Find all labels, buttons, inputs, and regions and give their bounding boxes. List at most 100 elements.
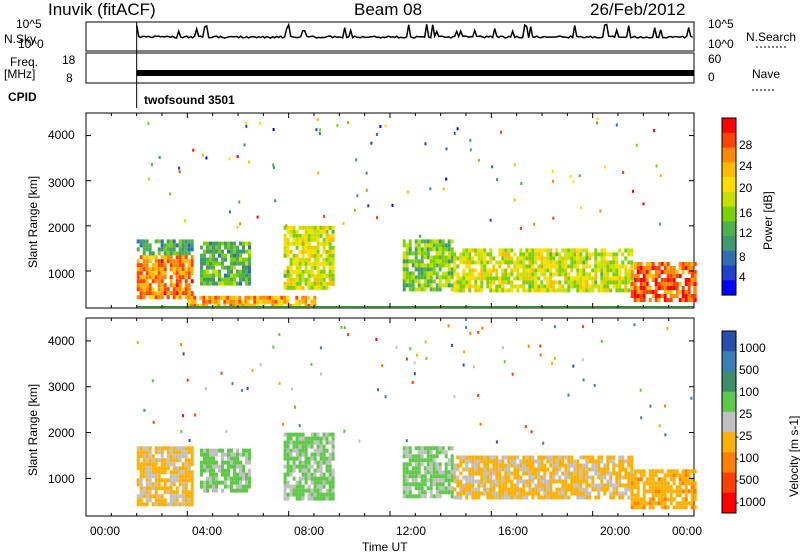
heatmap-cell: [145, 279, 149, 284]
heatmap-cell: [423, 239, 427, 244]
heatmap-cell: [675, 493, 679, 498]
heatmap-cell: [471, 479, 475, 484]
heatmap-cell: [295, 456, 299, 461]
heatmap-cell: [462, 459, 466, 464]
heatmap-cell: [307, 484, 311, 489]
heatmap-cell: [200, 261, 203, 266]
heatmap-cell: [292, 432, 296, 437]
heatmap-cell: [591, 455, 595, 460]
heatmap-cell: [609, 483, 613, 488]
heatmap-cell: [459, 260, 463, 265]
heatmap-cell: [423, 279, 427, 284]
heatmap-cell: [498, 252, 502, 257]
heatmap-cell: [525, 483, 529, 488]
heatmap-cell: [221, 480, 224, 485]
heatmap-cell: [200, 480, 203, 485]
heatmap-cell: [139, 498, 143, 503]
heatmap-cell: [507, 463, 511, 468]
heatmap-cell: [203, 456, 206, 461]
heatmap-cell: [429, 462, 433, 467]
heatmap-cell: [483, 471, 487, 476]
heatmap-cell: [289, 464, 293, 469]
heatmap-cell: [531, 276, 535, 281]
heatmap-cell: [645, 481, 649, 486]
heatmap-cell: [230, 253, 233, 258]
heatmap-cell: [166, 502, 170, 507]
heatmap-cell: [558, 264, 562, 269]
heatmap-cell: [435, 283, 439, 288]
heatmap-cell: [139, 482, 143, 487]
heatmap-cell: [217, 299, 221, 304]
heatmap-cell: [678, 262, 682, 266]
heatmap-cell: [558, 268, 562, 273]
heatmap-cell: [224, 257, 227, 262]
heatmap-cell: [292, 241, 296, 246]
heatmap-cell: [230, 261, 233, 266]
heatmap-cell: [325, 241, 329, 246]
heatmap-cell: [576, 459, 580, 464]
heatmap-cell: [209, 476, 212, 481]
heatmap-cell: [543, 487, 547, 492]
heatmap-cell: [618, 483, 622, 488]
heatmap-cell: [331, 444, 335, 449]
heatmap-cell: [564, 467, 568, 472]
heatmap-cell: [212, 484, 215, 489]
heatmap-cell: [672, 282, 676, 286]
heatmap-cell: [423, 490, 427, 495]
heatmap-cell: [157, 275, 161, 280]
heatmap-cell: [316, 480, 320, 485]
heatmap-cell: [591, 479, 595, 484]
heatmap-cell: [139, 502, 143, 507]
heatmap-cell: [411, 454, 415, 459]
heatmap-cell: [233, 281, 236, 286]
heatmap-cell: [555, 264, 559, 269]
heatmap-cell: [570, 471, 574, 476]
heatmap-cell: [184, 454, 188, 459]
heatmap-cell: [402, 279, 406, 284]
heatmap-cell: [660, 262, 664, 266]
heatmap-cell: [546, 459, 550, 464]
heatmap-speckle: [278, 381, 281, 385]
heatmap-cell: [441, 263, 445, 268]
heatmap-cell: [648, 274, 652, 278]
heatmap-cell: [328, 496, 332, 501]
heatmap-cell: [534, 491, 538, 496]
heatmap-cell: [474, 455, 478, 460]
heatmap-cell: [564, 248, 568, 253]
heatmap-cell: [573, 264, 577, 269]
heatmap-cell: [181, 490, 185, 495]
heatmap-cell: [408, 259, 412, 264]
heatmap-cell: [675, 274, 679, 278]
heatmap-cell: [489, 268, 493, 273]
heatmap-cell: [447, 247, 451, 252]
heatmap-cell: [420, 446, 424, 451]
heatmap-cell: [660, 485, 664, 490]
heatmap-cell: [501, 487, 505, 492]
heatmap-cell: [672, 270, 676, 274]
heatmap-cell: [417, 243, 421, 248]
heatmap-cell: [561, 260, 565, 265]
heatmap-cell: [405, 271, 409, 276]
heatmap-cell: [576, 467, 580, 472]
heatmap-cell: [166, 247, 170, 252]
heatmap-cell: [328, 277, 332, 282]
heatmap-cell: [417, 247, 421, 252]
heatmap-cell: [136, 462, 140, 467]
heatmap-cell: [534, 459, 538, 464]
heatmap-cell: [169, 470, 173, 475]
heatmap-cell: [636, 497, 640, 502]
heatmap-cell: [567, 248, 571, 253]
heatmap-cell: [537, 256, 541, 261]
heatmap-cell: [540, 487, 544, 492]
heatmap-cell: [307, 476, 311, 481]
heatmap-cell: [513, 284, 517, 289]
heatmap-cell: [148, 271, 152, 276]
heatmap-cell: [648, 290, 652, 294]
heatmap-cell: [627, 260, 631, 265]
heatmap-cell: [534, 252, 538, 257]
heatmap-cell: [534, 260, 538, 265]
heatmap-cell: [549, 256, 553, 261]
heatmap-cell: [328, 476, 332, 481]
heatmap-cell: [501, 288, 505, 293]
heatmap-cell: [648, 489, 652, 494]
